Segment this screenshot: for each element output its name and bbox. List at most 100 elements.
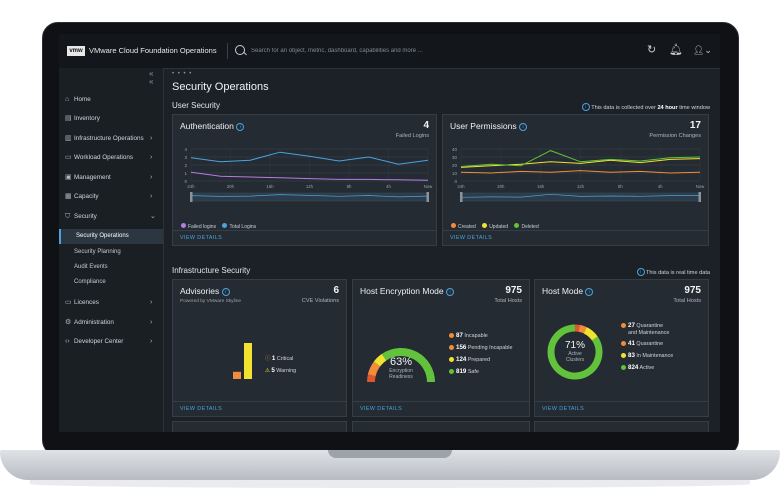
stat-in-maintenance[interactable]: 83 In Maintenance (621, 352, 673, 359)
sidebar-subitem-security-planning[interactable]: Security Planning (59, 245, 163, 260)
legend-entry[interactable]: Updated (482, 223, 508, 230)
stat-pending-incapable[interactable]: 156 Pending Incapable (449, 344, 513, 351)
sidebar-item-workload-operations[interactable]: ▭ Workload Operations › (59, 150, 163, 166)
stat-prepared[interactable]: 124 Prepared (449, 356, 490, 363)
cve-violations-label: CVE Violations (301, 298, 339, 304)
view-details-link[interactable]: VIEW DETAILS (542, 406, 585, 412)
view-details-link[interactable]: VIEW DETAILS (450, 235, 493, 241)
refresh-icon[interactable]: ↻ (647, 44, 657, 56)
sidebar-item-label: Workload Operations (74, 154, 134, 161)
bar-warning (244, 343, 252, 379)
view-details-link[interactable]: VIEW DETAILS (180, 235, 223, 241)
critical-value: 1 (271, 355, 276, 362)
permission-changes-label: Permission Changes (649, 133, 701, 139)
gauge-segment-incapable (366, 374, 376, 383)
legend-dot (451, 223, 456, 228)
notifications-icon[interactable]: 🔔︎ (669, 44, 683, 56)
legend-entry[interactable]: Deleted (514, 223, 539, 230)
legend-dot (482, 223, 488, 228)
sidebar-subitem-audit-events[interactable]: Audit Events (59, 260, 163, 275)
x-tick-label: 16h (266, 184, 274, 189)
divider (535, 401, 708, 402)
user-permissions-card: User Permissions i 17 Permission Changes… (442, 114, 709, 246)
sidebar-item-security[interactable]: ⛉ Security ⌄ (59, 209, 163, 225)
warning-value: 5 (271, 367, 275, 374)
critical-count[interactable]: ⓘ 1 Critical (265, 354, 293, 362)
info-icon[interactable]: i (581, 103, 590, 111)
range-handle-right (698, 192, 701, 202)
y-tick-label: 1 (184, 171, 187, 176)
donut-label: Clusters (565, 357, 585, 363)
breadcrumb[interactable]: • • • • (172, 71, 193, 77)
page-title: Security Operations (172, 81, 269, 93)
collapse-sidebar-icon[interactable]: «« (149, 69, 154, 86)
legend-label: Failed logins (188, 223, 217, 230)
stat-quarantine[interactable]: 41 Quarantine (621, 340, 663, 347)
status-dot (449, 332, 454, 338)
sidebar-item-home[interactable]: ⌂ Home (59, 92, 163, 108)
stat-safe[interactable]: 819 Safe (449, 368, 479, 375)
stat-value: 824 (628, 364, 639, 371)
legend-entry[interactable]: Failed logins (181, 223, 217, 230)
sidebar-subitem-security-operations[interactable]: Security Operations (59, 229, 163, 244)
stat-quarantine-maintenance[interactable]: 27 Quarantine and Maintenance (621, 322, 669, 337)
chevron-right-icon: › (150, 299, 153, 306)
laptop-shadow (30, 480, 750, 488)
authentication-card: Authentication i 4 Failed Logins 4 3 2 1 0 24… (172, 114, 437, 246)
sidebar-item-capacity[interactable]: ▦ Capacity › (59, 189, 163, 205)
chevron-right-icon: › (150, 193, 153, 200)
search-input[interactable] (251, 45, 551, 57)
legend-label: Deleted (521, 223, 539, 230)
sidebar-item-label: Administration (74, 319, 114, 326)
info-icon[interactable]: i (446, 288, 454, 296)
x-tick-label: Now (696, 184, 705, 189)
range-selector-line (460, 193, 701, 198)
stat-incapable[interactable]: 87 Incapable (449, 332, 488, 339)
vmware-logo: vmw (67, 46, 85, 56)
app-title[interactable]: VMware Cloud Foundation Operations (89, 46, 217, 55)
host-mode-total-hosts-label: Total Hosts (673, 298, 701, 304)
view-details-link[interactable]: VIEW DETAILS (180, 406, 223, 412)
status-dot (621, 364, 626, 370)
x-tick-label: 12h (577, 184, 585, 189)
management-icon: ▣ (65, 174, 72, 181)
info-icon[interactable]: i (585, 288, 594, 296)
status-dot (621, 340, 626, 346)
warning-count[interactable]: ⚠ 5 Warning (265, 367, 296, 374)
card-title: User Permissions i (450, 121, 527, 131)
series-line-created (460, 170, 701, 174)
chevron-right-icon: › (150, 319, 153, 326)
sidebar-item-management[interactable]: ▣ Management › (59, 170, 163, 186)
legend-entry[interactable]: Created (451, 223, 476, 230)
stat-label: Safe (467, 369, 479, 375)
legend-entry[interactable]: Total Logins (222, 223, 256, 230)
stat-active[interactable]: 824 Active (621, 364, 654, 371)
sidebar-item-developer-center[interactable]: ‹› Developer Center › (59, 334, 163, 350)
sidebar-item-label: Licences (74, 299, 99, 306)
info-icon[interactable]: i (636, 268, 645, 276)
user-icon[interactable]: 👤︎⌄ (693, 45, 712, 55)
card-title-text: Host Encryption Mode (360, 286, 444, 296)
range-selector (190, 192, 429, 202)
range-handle-left (460, 192, 463, 202)
sidebar-item-inventory[interactable]: ▤ Inventory (59, 111, 163, 127)
sidebar-item-label: Capacity (74, 193, 99, 200)
sidebar-item-infrastructure-operations[interactable]: ▥ Infrastructure Operations › (59, 131, 163, 147)
sidebar-item-administration[interactable]: ⚙ Administration › (59, 315, 163, 331)
stat-value: 124 (456, 356, 467, 363)
stat-value: 156 (456, 344, 467, 351)
info-icon[interactable]: i (221, 288, 230, 296)
card-title-text: Advisories (180, 286, 220, 296)
search-icon[interactable] (235, 45, 245, 55)
sidebar-subitem-compliance[interactable]: Compliance (59, 275, 163, 290)
chevron-right-icon: › (150, 135, 153, 142)
x-tick-label: 8h (347, 184, 352, 189)
sidebar-item-licences[interactable]: ▭ Licences › (59, 295, 163, 311)
gauge-label: Encryption (389, 368, 413, 374)
partial-card (352, 421, 530, 432)
info-icon[interactable]: i (236, 123, 245, 131)
view-details-link[interactable]: VIEW DETAILS (360, 406, 403, 412)
screen: vmw VMware Cloud Foundation Operations ↻… (59, 34, 720, 432)
info-icon[interactable]: i (518, 123, 527, 131)
